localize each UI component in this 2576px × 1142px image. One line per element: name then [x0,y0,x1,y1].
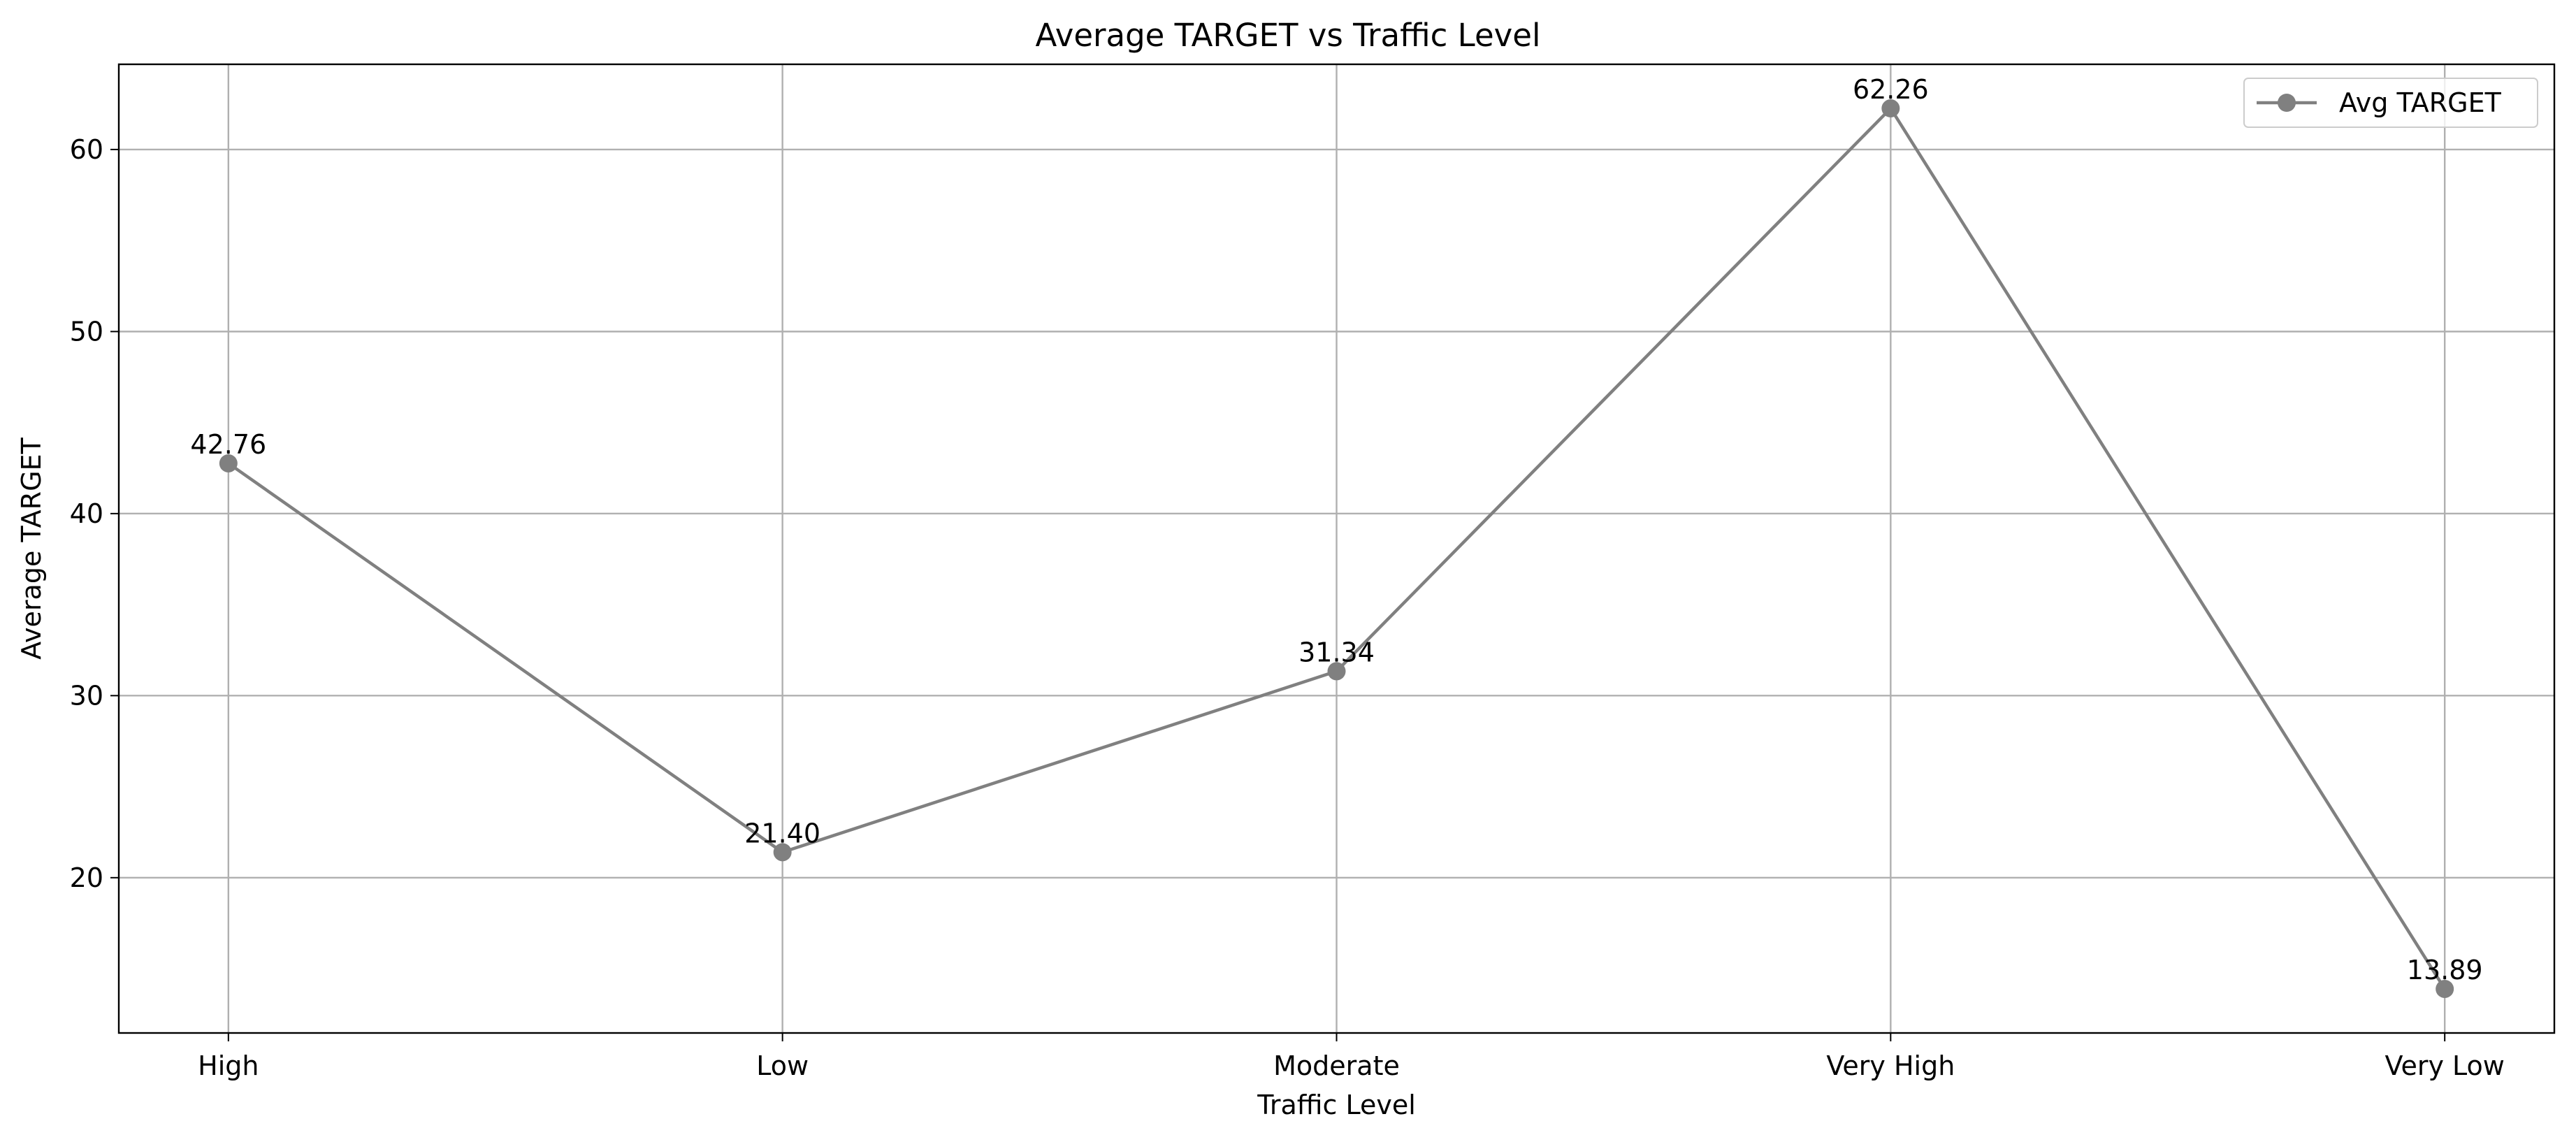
grid [119,64,2554,1033]
x-tick-label: Very High [1826,1050,1955,1081]
y-tick-label: 30 [70,680,103,711]
legend-box [2243,78,2538,128]
y-tick-label: 60 [70,134,103,165]
y-tick-label: 40 [70,498,103,529]
x-axis-label: Traffic Level [1257,1090,1416,1120]
x-tick-label: Very Low [2385,1050,2504,1081]
x-tick-label: Low [756,1050,809,1081]
series-layer [219,99,2454,998]
data-point-marker [773,843,792,862]
data-labels: 42.76 21.40 31.34 62.26 13.89 [190,74,2482,985]
data-point-marker [219,454,238,472]
data-point-label: 62.26 [1853,74,1929,105]
chart-title: Average TARGET vs Traffic Level [1036,17,1541,54]
plot-frame [117,63,2556,1034]
data-point-marker [1327,662,1346,681]
legend: Avg TARGET [2243,78,2538,128]
data-point-label: 42.76 [190,429,266,460]
data-point-marker [1881,99,1900,118]
data-point-label: 13.89 [2407,955,2483,985]
x-tick-label: Moderate [1273,1050,1400,1081]
legend-marker-swatch [2278,94,2296,112]
data-point-label: 31.34 [1298,637,1375,667]
y-axis-label: Average TARGET [16,437,47,659]
x-tick-label: High [198,1050,259,1081]
data-point-marker [2436,979,2454,998]
y-tick-label: 50 [70,316,103,347]
y-tick-label: 20 [70,862,103,893]
legend-entry-label: Avg TARGET [2339,87,2502,118]
data-point-label: 21.40 [744,818,820,848]
axes: High Low Moderate Very High Very Low 20 30 40 50… [70,134,2505,1081]
